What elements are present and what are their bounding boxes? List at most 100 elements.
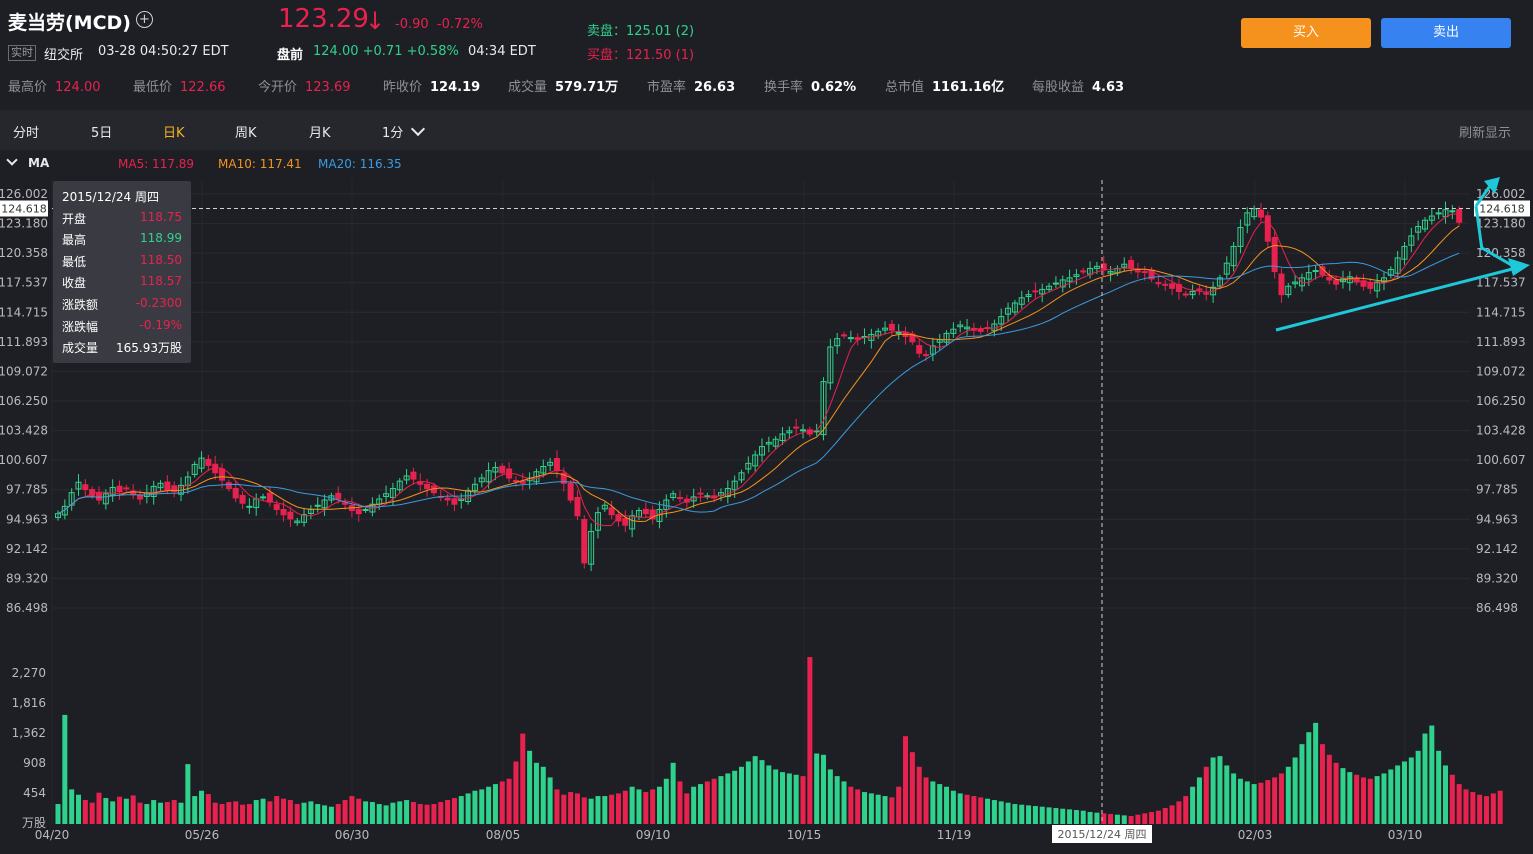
candle-body xyxy=(191,463,198,475)
candle-body xyxy=(629,515,636,530)
volume-bar xyxy=(868,793,874,824)
volume-bar xyxy=(957,793,963,824)
peak-arrow-head xyxy=(1484,177,1500,194)
price-change: -0.90 -0.72% xyxy=(395,17,483,32)
candle-body xyxy=(102,493,109,505)
volume-bar xyxy=(1497,790,1503,824)
candle-body xyxy=(642,508,649,515)
price-tick-right: 123.180 xyxy=(1476,217,1526,231)
tooltip-value: -0.2300 xyxy=(135,296,182,310)
tab-daily-k[interactable]: 日K xyxy=(163,126,185,141)
volume-bar xyxy=(205,794,211,824)
plus-circle-icon[interactable]: + xyxy=(136,11,153,28)
volume-bar xyxy=(1401,761,1407,824)
ma5-line xyxy=(57,213,1460,527)
volume-bar xyxy=(1073,810,1079,824)
volume-bar xyxy=(486,786,492,824)
volume-bar xyxy=(1285,766,1291,824)
stat-eps: 每股收益 4.63 xyxy=(1032,76,1124,95)
candle-body xyxy=(540,465,547,474)
candle-body xyxy=(1175,284,1182,292)
stat-label: 总市值 xyxy=(885,80,925,95)
tab-5day[interactable]: 5日 xyxy=(91,126,113,141)
volume-bar xyxy=(745,761,751,824)
volume-tick: 908 xyxy=(23,756,46,770)
crosshair-price-left: 124.618 xyxy=(1,203,47,216)
time-tick: 03/10 xyxy=(1388,828,1423,842)
volume-bar xyxy=(192,796,198,824)
stat-high: 最高价 124.00 xyxy=(8,76,101,95)
candle-body xyxy=(759,446,765,456)
candle-body xyxy=(800,429,807,432)
volume-bar xyxy=(1060,808,1066,824)
candle-body xyxy=(957,324,964,328)
stat-label: 市盈率 xyxy=(647,80,687,95)
candle-body xyxy=(1374,281,1381,292)
volume-bar xyxy=(807,657,813,824)
volume-bar xyxy=(1142,813,1148,824)
candle-body xyxy=(560,472,567,484)
candle-body xyxy=(1018,297,1025,305)
price-tick-right: 103.428 xyxy=(1476,424,1526,438)
volume-bar xyxy=(117,796,123,824)
candle-body xyxy=(1162,283,1169,286)
volume-bar xyxy=(547,777,553,824)
volume-bar xyxy=(308,801,314,824)
candle-body xyxy=(1285,285,1292,296)
refresh-button[interactable]: 刷新显示 xyxy=(1458,126,1511,141)
price-tick-left: 89.320 xyxy=(6,571,48,585)
candle-body xyxy=(1134,270,1141,273)
volume-bar xyxy=(595,796,601,824)
volume-bar xyxy=(1408,757,1414,824)
candle-body xyxy=(670,493,677,499)
crosshair-date-box xyxy=(1052,825,1152,843)
volume-bar xyxy=(1046,807,1052,824)
trend-arrow-head xyxy=(1508,258,1530,276)
tab-1min[interactable]: 1分 xyxy=(382,121,426,141)
tab-1min-label: 1分 xyxy=(382,126,404,141)
volume-bar xyxy=(69,789,75,824)
volume-bar xyxy=(615,793,621,824)
candle-body xyxy=(225,482,232,490)
volume-bar xyxy=(732,770,738,824)
stat-label: 今开价 xyxy=(258,80,298,95)
volume-bar xyxy=(1087,812,1093,824)
volume-bar xyxy=(937,784,943,824)
tab-monthly-k[interactable]: 月K xyxy=(309,126,331,141)
candle-body xyxy=(123,487,130,490)
volume-bar xyxy=(1442,765,1448,824)
tab-weekly-k[interactable]: 周K xyxy=(235,126,257,141)
candle-body xyxy=(841,334,848,337)
tab-intraday[interactable]: 分时 xyxy=(13,126,40,141)
volume-bar xyxy=(96,792,102,824)
volume-bar xyxy=(793,774,799,824)
buy-button[interactable]: 买入 xyxy=(1241,18,1371,48)
candle-body xyxy=(882,327,889,331)
stat-market-cap: 总市值 1161.16亿 xyxy=(885,76,1004,95)
volume-bar xyxy=(226,802,232,824)
stat-open: 今开价 123.69 xyxy=(258,76,351,95)
candle-body xyxy=(923,354,930,357)
quote-datetime: 03-28 04:50:27 EDT xyxy=(98,44,229,59)
time-tick: 04/20 xyxy=(35,828,70,842)
tooltip-value: 165.93万股 xyxy=(116,341,182,355)
ma-toggle[interactable]: MA xyxy=(6,154,49,170)
candle-body xyxy=(1456,209,1463,223)
candle-body xyxy=(1210,286,1217,296)
volume-bar xyxy=(862,792,868,824)
volume-bar xyxy=(759,760,765,824)
volume-bar xyxy=(855,789,861,824)
volume-bar xyxy=(527,750,533,824)
volume-bar xyxy=(1265,780,1271,824)
price-tick-left: 114.715 xyxy=(0,305,48,319)
candle-body xyxy=(314,504,321,507)
sell-button[interactable]: 卖出 xyxy=(1381,18,1511,48)
volume-bar xyxy=(1422,733,1428,824)
tooltip-row: 涨跌额 -0.2300 xyxy=(62,296,182,314)
tooltip-row: 涨跌幅 -0.19% xyxy=(62,318,182,336)
volume-bar xyxy=(1463,789,1469,824)
volume-bar xyxy=(328,806,334,824)
volume-bar xyxy=(1026,805,1032,824)
stat-turnover: 换手率 0.62% xyxy=(764,76,856,95)
